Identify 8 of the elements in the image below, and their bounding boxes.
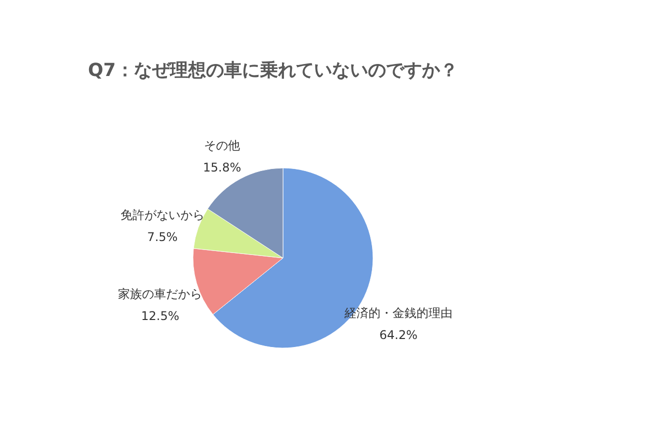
data-label: 7.5% — [147, 230, 178, 244]
slice-label: 家族の車だから — [118, 287, 202, 302]
data-label: 15.8% — [202, 160, 242, 174]
data-label: 12.5% — [141, 309, 180, 324]
chart-title: Q7：なぜ理想の車に乗れていないのですか？ — [88, 60, 458, 81]
slice-label: その他 — [204, 138, 240, 152]
slice-label: 免許がないから — [120, 208, 204, 222]
data-label: 64.2% — [379, 328, 418, 342]
